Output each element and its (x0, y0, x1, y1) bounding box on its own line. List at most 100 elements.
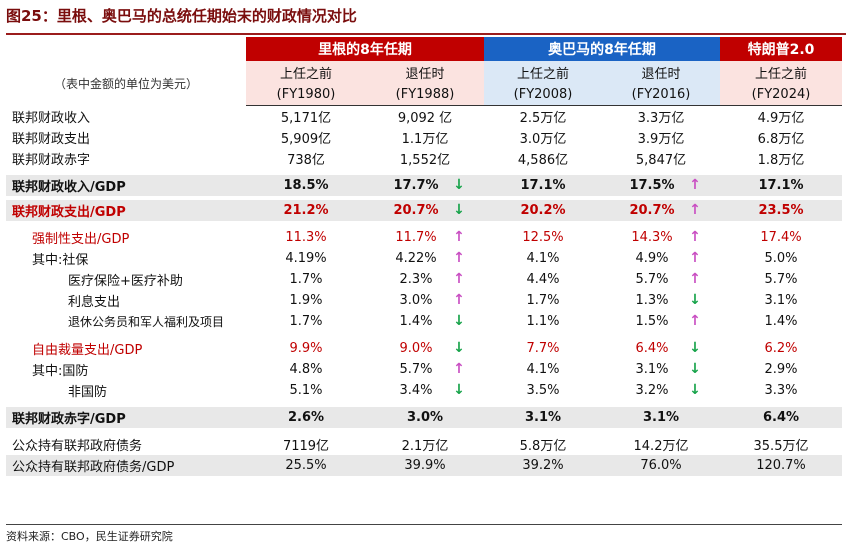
cell-value: 17.7% ↓ (366, 175, 484, 196)
value-text: 1.3% (635, 293, 669, 308)
header-year: (FY2016) (602, 83, 720, 106)
row-label: 退休公务员和军人福利及项目 (68, 315, 225, 329)
cell-value: 2.5万亿 (484, 106, 602, 128)
value-text: 23.5% (758, 203, 804, 218)
cell-value: 1.3% ↓ (602, 290, 720, 311)
cell-value: 4,586亿 (484, 148, 602, 169)
header-sub: 退任时 (366, 61, 484, 83)
value-text: 4.9% (635, 251, 669, 266)
arrow-up-icon: ↑ (453, 229, 465, 245)
cell-value: 20.7% ↓ (366, 200, 484, 221)
value-text: 1.9% (289, 293, 323, 308)
value-text: 6.4% (635, 341, 669, 356)
value-text: 9.9% (289, 341, 323, 356)
cell-value: 3.4% ↓ (366, 380, 484, 401)
cell-value: 3.2% ↓ (602, 380, 720, 401)
value-text: 20.7% (629, 203, 675, 218)
row-label: 其中:国防 (32, 364, 89, 379)
header-sub: 上任之前 (720, 61, 842, 83)
cell-value: 4.4% (484, 269, 602, 290)
value-text: 11.7% (395, 230, 437, 245)
value-text: 3.1% (524, 410, 562, 425)
value-text: 1.5% (635, 314, 669, 329)
cell-value: 5,171亿 (246, 106, 366, 128)
row-label: 联邦财政赤字 (12, 153, 91, 168)
header-year: (FY2024) (720, 83, 842, 106)
cell-value: 2.1万亿 (366, 434, 484, 455)
header-year: (FY1980) (246, 83, 366, 106)
value-text: 1.1% (526, 314, 560, 329)
arrow-up-icon: ↑ (689, 177, 701, 193)
arrow-down-icon: ↓ (689, 382, 701, 398)
value-text: 12.5% (522, 230, 564, 245)
source-note: 资料来源：CBO，民生证券研究院 (6, 530, 173, 543)
row-label: 公众持有联邦政府债务/GDP (6, 455, 246, 476)
cell-value: 3.9万亿 (602, 127, 720, 148)
table-row: 联邦财政支出 5,909亿 1.1万亿 3.0万亿 3.9万亿 6.8万亿 (6, 127, 842, 148)
value-text: 5.0% (764, 251, 798, 266)
header-sub-row: （表中金额的单位为美元） 上任之前 退任时 上任之前 退任时 上任之前 (6, 61, 842, 91)
value-text: 3.3万亿 (637, 111, 685, 126)
cell-value: 18.5% (246, 175, 366, 196)
header-year: (FY1988) (366, 83, 484, 106)
header-sub: 上任之前 (484, 61, 602, 83)
cell-value: 6.8万亿 (720, 127, 842, 148)
cell-value: 17.5% ↑ (602, 175, 720, 196)
header-obama: 奥巴马的8年任期 (484, 37, 720, 61)
row-label: 联邦财政收入/GDP (6, 175, 246, 196)
value-text: 3.1% (764, 293, 798, 308)
value-text: 35.5万亿 (753, 439, 809, 454)
value-text: 39.9% (404, 458, 446, 473)
value-text: 3.5% (526, 383, 560, 398)
value-text: 18.5% (283, 178, 329, 193)
arrow-up-icon: ↑ (689, 202, 701, 218)
value-text: 39.2% (522, 458, 564, 473)
value-text: 17.1% (520, 178, 566, 193)
cell-value: 3.3万亿 (602, 106, 720, 128)
cell-value: 39.9% (366, 455, 484, 476)
cell-value: 6.2% (720, 338, 842, 359)
table-row: 联邦财政收入 5,171亿 9,092 亿 2.5万亿 3.3万亿 4.9万亿 (6, 106, 842, 128)
value-text: 5.1% (289, 383, 323, 398)
cell-value: 21.2% (246, 200, 366, 221)
value-text: 6.4% (762, 410, 800, 425)
header-reagan: 里根的8年任期 (246, 37, 484, 61)
header-year: (FY2008) (484, 83, 602, 106)
value-text: 4.4% (526, 272, 560, 287)
cell-value: 2.3% ↑ (366, 269, 484, 290)
arrow-down-icon: ↓ (689, 340, 701, 356)
table-row: 公众持有联邦政府债务 7119亿 2.1万亿 5.8万亿 14.2万亿 35.5万亿 (6, 434, 842, 455)
row-label: 公众持有联邦政府债务 (12, 439, 143, 454)
cell-value: 3.1% (484, 407, 602, 428)
arrow-up-icon: ↑ (689, 229, 701, 245)
table-row: 联邦财政赤字/GDP 2.6% 3.0% 3.1% 3.1% 6.4% (6, 407, 842, 428)
row-label: 自由裁量支出/GDP (32, 343, 143, 358)
value-text: 7.7% (526, 341, 560, 356)
cell-value: 25.5% (246, 455, 366, 476)
title-divider (6, 33, 846, 35)
cell-value: 3.1% (602, 407, 720, 428)
cell-value: 2.6% (246, 407, 366, 428)
value-text: 4.8% (289, 362, 323, 377)
value-text: 1.8万亿 (757, 153, 805, 168)
value-text: 3.4% (399, 383, 433, 398)
value-text: 17.1% (758, 178, 804, 193)
value-text: 17.7% (393, 178, 439, 193)
cell-value: 20.2% (484, 200, 602, 221)
value-text: 4.19% (285, 251, 327, 266)
arrow-up-icon: ↑ (689, 271, 701, 287)
value-text: 9,092 亿 (397, 111, 453, 126)
cell-value: 4.22% ↑ (366, 248, 484, 269)
value-text: 2.1万亿 (401, 439, 449, 454)
table-body: 联邦财政收入 5,171亿 9,092 亿 2.5万亿 3.3万亿 4.9万亿 联邦财政支出… (6, 106, 842, 476)
cell-value: 5.1% (246, 380, 366, 401)
value-text: 120.7% (756, 458, 806, 473)
cell-value: 738亿 (246, 148, 366, 169)
row-label: 联邦财政赤字/GDP (6, 407, 246, 428)
value-text: 3.3% (764, 383, 798, 398)
figure-title: 图25：里根、奥巴马的总统任期始末的财政情况对比 (6, 7, 357, 25)
cell-value: 5.0% (720, 248, 842, 269)
value-text: 4.1% (526, 362, 560, 377)
arrow-up-icon: ↑ (453, 292, 465, 308)
cell-value: 39.2% (484, 455, 602, 476)
